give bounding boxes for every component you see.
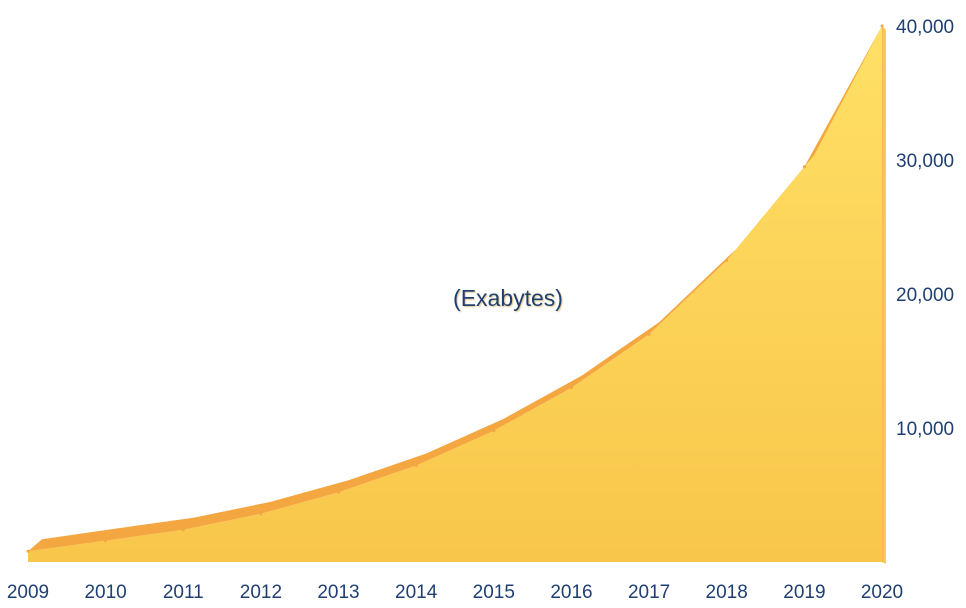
area-ridge-band — [28, 26, 882, 552]
data-points — [26, 24, 884, 553]
data-point-2011 — [181, 528, 185, 532]
x-tick-label-2011: 2011 — [163, 582, 204, 603]
y-tick-label-10000: 10,000 — [896, 419, 954, 440]
y-tick-label-20000: 20,000 — [896, 285, 954, 306]
x-tick-label-2010: 2010 — [84, 582, 126, 603]
x-tick-label-2018: 2018 — [706, 582, 748, 603]
area-series — [28, 26, 886, 564]
data-point-2010 — [104, 539, 108, 543]
area-side-edge — [882, 26, 886, 564]
data-point-2009 — [26, 549, 30, 553]
area-ridge — [28, 26, 882, 552]
data-point-2013 — [337, 490, 340, 494]
data-point-2020 — [880, 24, 884, 28]
data-point-2015 — [492, 429, 496, 433]
data-point-2018 — [725, 259, 729, 262]
x-tick-label-2015: 2015 — [473, 582, 515, 603]
data-point-2017 — [647, 332, 651, 336]
x-tick-label-2016: 2016 — [550, 582, 592, 603]
x-tick-label-2013: 2013 — [317, 582, 359, 603]
area-fill — [28, 26, 882, 562]
y-tick-label-30000: 30,000 — [896, 151, 954, 172]
x-tick-label-2014: 2014 — [395, 582, 438, 603]
unit-label: (Exabytes) — [453, 285, 563, 311]
data-point-2014 — [414, 464, 418, 467]
x-tick-label-2012: 2012 — [240, 582, 282, 603]
x-tick-label-2020: 2020 — [861, 582, 903, 603]
x-tick-label-2019: 2019 — [783, 582, 825, 603]
data-point-2016 — [570, 386, 573, 390]
y-tick-label-40000: 40,000 — [896, 17, 954, 38]
y-axis-tick-labels: 10,000 20,000 30,000 40,000 — [896, 17, 954, 440]
x-tick-label-2009: 2009 — [7, 582, 49, 603]
data-point-2019 — [802, 165, 806, 169]
data-point-2012 — [259, 512, 263, 516]
x-axis-tick-labels: 2009 2010 2011 2012 2013 2014 2015 2016 2017 2018… — [7, 582, 903, 603]
x-tick-label-2017: 2017 — [628, 582, 670, 603]
